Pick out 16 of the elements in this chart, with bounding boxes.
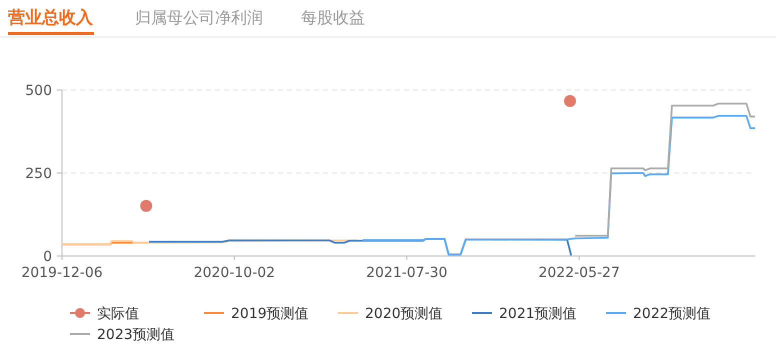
y-tick-label: 500 <box>25 83 52 99</box>
legend-label: 2021预测值 <box>499 306 577 322</box>
x-tick-label: 2022-05-27 <box>538 265 620 281</box>
legend-label: 实际值 <box>97 306 139 322</box>
y-tick-label: 0 <box>43 249 52 265</box>
legend-label: 2019预测值 <box>231 306 309 322</box>
y-tick-label: 250 <box>25 166 52 182</box>
text: 归属母公司净利润 <box>135 8 263 27</box>
legend-label: 2023预测值 <box>97 327 175 343</box>
x-tick-label: 2019-12-06 <box>21 265 103 281</box>
chart-title: 营业总收入 <box>7 8 94 28</box>
legend-label: 2022预测值 <box>633 306 711 322</box>
x-tick-label: 2021-07-30 <box>366 265 448 281</box>
legend-label: 2020预测值 <box>365 306 443 322</box>
x-tick-label: 2020-10-02 <box>194 265 276 281</box>
text: 每股收益 <box>301 8 365 27</box>
